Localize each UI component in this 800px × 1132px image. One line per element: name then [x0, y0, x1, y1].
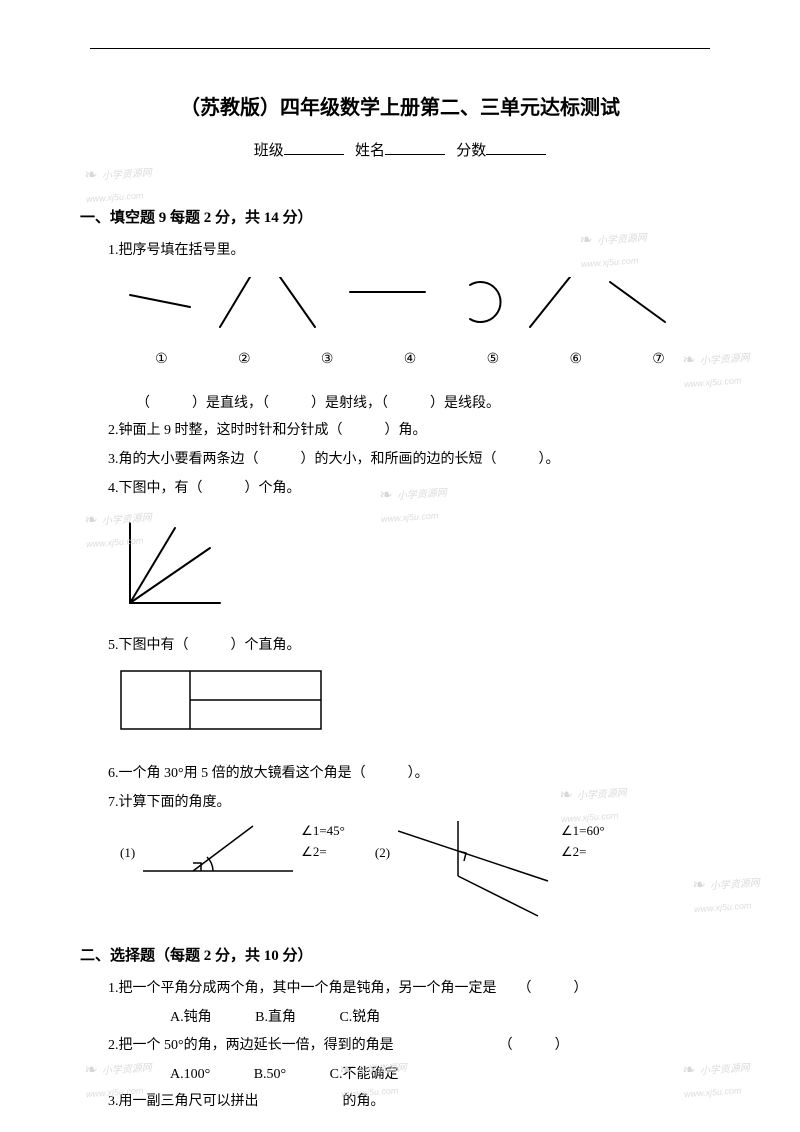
q6: 6.一个角 30°用 5 倍的放大镜看这个角是（ ）。	[108, 761, 720, 786]
top-rule	[90, 48, 710, 49]
label-score: 分数	[456, 143, 486, 159]
q7-2-b: ∠2=	[561, 842, 605, 863]
q7-1-labels: ∠1=45° ∠2=	[301, 821, 345, 863]
s2-q1-a: A.钝角	[170, 1010, 212, 1025]
q5: 5.下图中有（ ）个直角。	[108, 633, 720, 658]
q1-answer-line: （ ）是直线，（ ）是射线，（ ）是线段。	[136, 391, 720, 416]
q7-2-figure	[398, 821, 553, 921]
q7-1: (1) ∠1=45° ∠2=	[120, 821, 345, 881]
q7-row: (1) ∠1=45° ∠2= (2) ∠1=60° ∠2=	[120, 821, 720, 921]
q7-2-a: ∠1=60°	[561, 821, 605, 842]
page-title: （苏教版）四年级数学上册第二、三单元达标测试	[80, 90, 720, 126]
q7-1-figure	[143, 821, 293, 881]
s2-q3: 3.用一副三角尺可以拼出 的角。	[108, 1089, 720, 1114]
num-3: ③	[286, 347, 369, 372]
s2-q2-b: B.50°	[254, 1067, 286, 1082]
q4-figure	[120, 513, 230, 613]
q7: 7.计算下面的角度。	[108, 790, 720, 815]
num-5: ⑤	[451, 347, 534, 372]
q7-2: (2) ∠1=60° ∠2=	[375, 821, 605, 921]
q7-1-a: ∠1=45°	[301, 821, 345, 842]
num-6: ⑥	[534, 347, 617, 372]
s2-q1-opts: A.钝角 B.直角 C.锐角	[170, 1005, 720, 1030]
num-1: ①	[120, 347, 203, 372]
section2-heading: 二、选择题（每题 2 分，共 10 分）	[80, 943, 720, 970]
q7-1-b: ∠2=	[301, 842, 345, 863]
num-2: ②	[203, 347, 286, 372]
info-line: 班级 姓名 分数	[80, 138, 720, 165]
s2-q2: 2.把一个 50°的角，两边延长一倍，得到的角是 （ ）	[108, 1033, 720, 1058]
label-class: 班级	[254, 143, 284, 159]
num-7: ⑦	[617, 347, 700, 372]
s2-q1-c: C.锐角	[339, 1010, 380, 1025]
s2-q2-c: C.不能确定	[330, 1067, 399, 1082]
q4: 4.下图中，有（ ）个角。	[108, 476, 720, 501]
watermark-icon: ❧小学资源网www.xj5u.com	[83, 158, 154, 209]
s2-q2-opts: A.100° B.50° C.不能确定	[170, 1062, 720, 1087]
s2-q1: 1.把一个平角分成两个角，其中一个角是钝角，另一个角一定是 （ ）	[108, 976, 720, 1001]
s2-q1-b: B.直角	[255, 1010, 296, 1025]
q7-2-label: (2)	[375, 821, 390, 864]
q7-1-label: (1)	[120, 821, 135, 864]
q2: 2.钟面上 9 时整，这时时针和分针成（ ）角。	[108, 418, 720, 443]
blank-score[interactable]	[486, 140, 546, 155]
q3: 3.角的大小要看两条边（ ）的大小，和所画的边的长短（ ）。	[108, 447, 720, 472]
blank-class[interactable]	[284, 140, 344, 155]
q7-2-labels: ∠1=60° ∠2=	[561, 821, 605, 863]
label-name: 姓名	[355, 143, 385, 159]
q5-figure	[120, 670, 330, 732]
num-4: ④	[369, 347, 452, 372]
q1: 1.把序号填在括号里。	[108, 238, 720, 263]
section1-heading: 一、填空题 9 每题 2 分，共 14 分）	[80, 205, 720, 232]
q1-numbers: ① ② ③ ④ ⑤ ⑥ ⑦	[120, 347, 700, 372]
s2-q2-a: A.100°	[170, 1067, 210, 1082]
q1-shapes	[120, 277, 700, 332]
blank-name[interactable]	[385, 140, 445, 155]
